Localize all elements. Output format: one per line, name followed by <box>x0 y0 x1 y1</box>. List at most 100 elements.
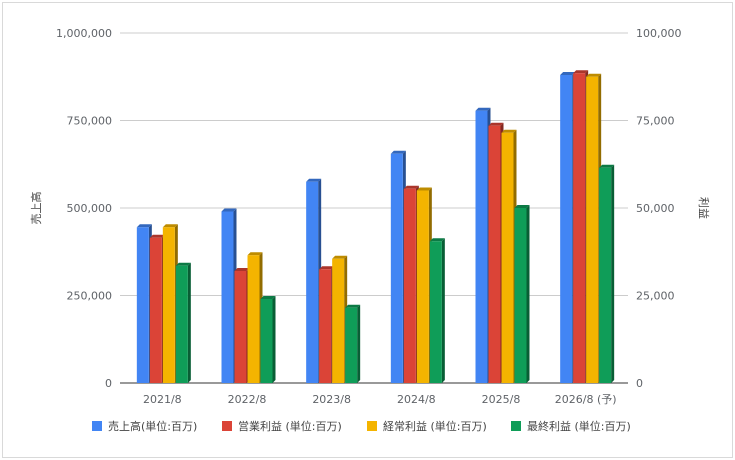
bar-top <box>514 205 530 208</box>
bar-2022/8-最終利益 (単位:百万) <box>260 296 276 383</box>
legend-item[interactable]: 経常利益 (単位:百万) <box>367 419 487 433</box>
bar-front <box>234 271 247 383</box>
category-labels: 2021/8 2022/8 2023/8 2024/8 2025/8 2026/8 (予) <box>143 393 617 406</box>
bar-2026/8 (予)-営業利益 (単位:百万) <box>573 70 589 383</box>
left-tick-label: 0 <box>105 377 112 390</box>
right-axis-title: 利益 <box>697 197 711 219</box>
bar-top <box>390 150 406 154</box>
legend[interactable]: 売上高(単位:百万) 営業利益 (単位:百万) 経常利益 (単位:百万) 最終利益 (… <box>92 419 631 433</box>
right-tick-label: 50,000 <box>636 202 675 215</box>
bar-top <box>332 255 348 259</box>
bar-front <box>247 255 260 383</box>
bar-top <box>586 73 602 77</box>
bar-2025/8-売上高(単位:百万) <box>475 107 491 383</box>
bar-top <box>234 268 250 271</box>
bar-top <box>475 107 491 111</box>
bar-2025/8-最終利益 (単位:百万) <box>514 205 530 383</box>
legend-label: 最終利益 (単位:百万) <box>527 419 631 433</box>
bar-front <box>514 208 527 383</box>
left-axis-title: 売上高 <box>29 192 43 225</box>
bar-front <box>221 211 234 383</box>
legend-item[interactable]: 最終利益 (単位:百万) <box>511 419 631 433</box>
bar-2023/8-経常利益 (単位:百万) <box>332 255 348 383</box>
bar-top <box>162 224 178 228</box>
bar-2023/8-売上高(単位:百万) <box>306 178 322 383</box>
bar-2021/8-最終利益 (単位:百万) <box>175 262 191 383</box>
bar-top <box>175 262 191 266</box>
bar-2023/8-営業利益 (単位:百万) <box>319 266 335 383</box>
bar-2023/8-最終利益 (単位:百万) <box>345 304 361 383</box>
bar-top <box>416 187 432 191</box>
bar-2022/8-経常利益 (単位:百万) <box>247 252 263 383</box>
bar-2026/8 (予)-売上高(単位:百万) <box>560 72 576 383</box>
bar-2025/8-営業利益 (単位:百万) <box>488 122 504 383</box>
bar-side <box>272 296 276 383</box>
bar-2025/8-経常利益 (単位:百万) <box>501 129 517 383</box>
bar-2026/8 (予)-最終利益 (単位:百万) <box>599 164 615 383</box>
bar-front <box>560 75 573 383</box>
bar-2026/8 (予)-経常利益 (単位:百万) <box>586 73 602 383</box>
bar-top <box>573 70 589 74</box>
bar-front <box>345 307 358 383</box>
bar-top <box>136 224 152 228</box>
bar-top <box>319 266 335 270</box>
grid <box>120 32 628 384</box>
legend-swatch <box>222 421 232 431</box>
right-axis-ticks: 0 25,000 50,000 75,000 100,000 <box>636 27 682 390</box>
right-tick-label: 100,000 <box>636 27 682 40</box>
bar-2021/8-経常利益 (単位:百万) <box>162 224 178 383</box>
bar-top <box>247 252 263 256</box>
bar-2024/8-最終利益 (単位:百万) <box>429 238 445 383</box>
legend-swatch <box>511 421 521 431</box>
bar-front <box>162 227 175 383</box>
bars <box>136 70 615 383</box>
legend-label: 売上高(単位:百万) <box>108 419 197 433</box>
legend-label: 営業利益 (単位:百万) <box>238 419 342 433</box>
bar-side <box>441 238 445 383</box>
legend-item[interactable]: 営業利益 (単位:百万) <box>222 419 342 433</box>
category-label: 2022/8 <box>228 393 267 406</box>
bar-front <box>586 76 599 383</box>
bar-top <box>403 185 419 189</box>
bar-top <box>149 234 165 238</box>
bar-top <box>488 122 504 126</box>
bar-front <box>319 269 332 383</box>
bar-front <box>306 181 319 383</box>
bar-side <box>357 304 361 383</box>
bar-top <box>345 304 361 308</box>
bar-front <box>501 132 514 383</box>
bar-front <box>175 265 188 383</box>
bar-front <box>429 241 442 383</box>
category-label: 2025/8 <box>482 393 521 406</box>
left-tick-label: 500,000 <box>67 202 113 215</box>
bar-front <box>403 188 416 383</box>
right-tick-label: 75,000 <box>636 115 675 128</box>
bar-front <box>332 258 345 383</box>
bar-front <box>599 167 612 383</box>
bar-front <box>475 110 488 383</box>
bar-2024/8-経常利益 (単位:百万) <box>416 187 432 383</box>
bar-front <box>488 125 501 383</box>
bar-side <box>611 164 615 383</box>
category-label: 2026/8 (予) <box>555 393 617 406</box>
left-tick-label: 250,000 <box>67 290 113 303</box>
bar-side <box>526 205 530 383</box>
bar-2021/8-営業利益 (単位:百万) <box>149 234 165 383</box>
legend-item[interactable]: 売上高(単位:百万) <box>92 419 197 433</box>
bar-front <box>573 73 586 383</box>
bar-front <box>416 190 429 383</box>
legend-swatch <box>92 421 102 431</box>
right-tick-label: 0 <box>636 377 643 390</box>
bar-side <box>187 262 191 383</box>
bar-front <box>136 227 149 383</box>
bar-top <box>306 178 322 182</box>
bar-front <box>390 153 403 383</box>
category-label: 2024/8 <box>397 393 436 406</box>
bar-2022/8-営業利益 (単位:百万) <box>234 268 250 383</box>
bar-top <box>501 129 517 133</box>
bar-front <box>260 299 273 383</box>
left-axis-ticks: 0 250,000 500,000 750,000 1,000,000 <box>56 27 112 390</box>
bar-2024/8-売上高(単位:百万) <box>390 150 406 383</box>
legend-swatch <box>367 421 377 431</box>
bar-top <box>560 72 576 75</box>
